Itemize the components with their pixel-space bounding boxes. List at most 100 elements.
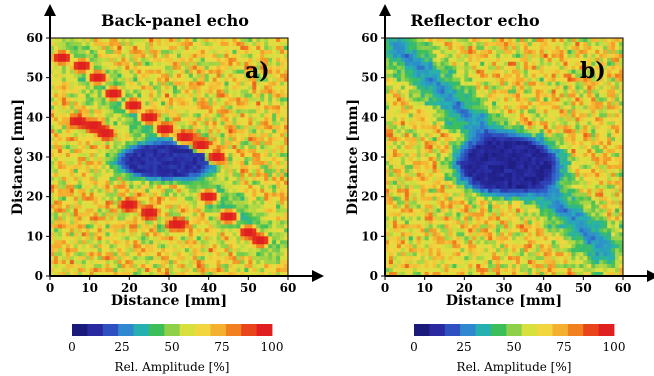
panel-a-heat-cell (224, 89, 229, 95)
panel-a-heat-cell (236, 176, 241, 182)
panel-a-heat-cell (169, 224, 174, 229)
panel-a-heat-cell (117, 196, 122, 202)
panel-a-heat-cell (240, 61, 245, 67)
panel-a-heat-cell (69, 149, 75, 154)
panel-a-heat-cell (252, 180, 257, 186)
panel-a-x-tick-label: 20 (121, 281, 138, 295)
panel-a-heat-cell (77, 264, 83, 269)
panel-a-heat-cell (129, 244, 134, 249)
panel-b-heat-cell (611, 77, 616, 83)
panel-a-heat-cell (149, 125, 154, 130)
panel-a-heat-cell (276, 176, 281, 182)
panel-b-heat-cell (539, 57, 545, 63)
panel-a-heat-cell (268, 256, 273, 261)
panel-a-heat-cell (244, 232, 249, 237)
panel-a-heat-cell (161, 236, 166, 241)
panel-a-heat-cell (93, 192, 99, 198)
panel-b-heat-cell (591, 117, 596, 122)
panel-a-heat-cell (125, 65, 130, 71)
panel-a-heat-cell (172, 164, 178, 170)
panel-a-heat-cell (252, 41, 257, 47)
panel-a-heat-cell (256, 141, 261, 146)
panel-a-heat-cell (77, 252, 83, 257)
panel-a-heat-cell (216, 61, 222, 67)
panel-a-heat-cell (77, 232, 83, 237)
panel-b-heat-cell (476, 85, 481, 91)
panel-a-heat-cell (133, 204, 138, 210)
panel-b-heat-cell (420, 45, 426, 51)
panel-a-heat-cell (280, 133, 285, 138)
panel-b-heat-cell (492, 117, 497, 122)
panel-a-heat-cell (69, 145, 75, 150)
panel-a-heat-cell (256, 220, 261, 225)
panel-a-heat-cell (248, 53, 253, 59)
panel-b-heat-cell (583, 77, 588, 83)
panel-b-heat-cell (583, 38, 588, 43)
panel-a-heat-cell (196, 45, 202, 51)
panel-a-heat-cell (176, 252, 182, 257)
panel-b-heat-cell (385, 73, 390, 79)
panel-b-heat-cell (547, 73, 553, 79)
panel-a-heat-cell (65, 65, 71, 71)
panel-a-heat-cell (228, 244, 233, 249)
panel-a-heat-cell (161, 160, 166, 166)
panel-a-heat-cell (105, 125, 110, 130)
panel-b-heat-cell (504, 49, 509, 55)
panel-b-heat-cell (607, 85, 612, 91)
panel-a-heat-cell (188, 204, 194, 210)
panel-a-heat-cell (50, 133, 55, 138)
panel-a-heat-cell (172, 244, 178, 249)
panel-a-heat-cell (161, 200, 166, 206)
panel-a-heat-cell (244, 216, 249, 221)
panel-a-heat-cell (284, 45, 289, 51)
panel-b-heat-cell (444, 69, 449, 75)
panel-a-heat-cell (137, 57, 142, 63)
panel-a-heat-cell (157, 176, 162, 182)
panel-a-heat-cell (149, 121, 154, 126)
panel-a-heat-cell (208, 260, 214, 265)
panel-a-heat-cell (268, 216, 273, 221)
panel-b-heat-cell (515, 81, 521, 87)
panel-a-heat-cell (276, 260, 281, 265)
panel-a-heat-cell (240, 41, 245, 47)
panel-a-heat-cell (216, 252, 222, 257)
panel-b-heat-cell (440, 69, 445, 75)
panel-a-heat-cell (196, 164, 202, 170)
panel-a-heat-cell (176, 248, 182, 253)
panel-a-heat-cell (284, 192, 289, 198)
panel-b-heat-cell (432, 49, 438, 55)
panel-a-heat-cell (65, 77, 71, 83)
panel-b-heat-cell (507, 45, 513, 51)
panel-b-heat-cell (388, 69, 394, 75)
panel-a-heat-cell (212, 69, 218, 75)
panel-a-heat-cell (145, 244, 150, 249)
panel-a-heat-cell (53, 93, 59, 98)
panel-b-heat-cell (416, 125, 422, 130)
panel-a-heat-cell (188, 176, 194, 182)
panel-a-heat-cell (61, 200, 67, 206)
panel-b-heat-cell (440, 61, 445, 67)
panel-a-heat-cell (149, 69, 154, 75)
panel-a-heat-cell (153, 224, 158, 229)
panel-a-heat-cell (53, 164, 59, 170)
panel-a-heat-cell (137, 228, 142, 233)
panel-a-heat-cell (248, 125, 253, 130)
panel-a-heat-cell (216, 224, 222, 229)
panel-a-heat-cell (248, 192, 253, 198)
panel-a-heat-cell (200, 260, 206, 265)
panel-a-heat-cell (57, 141, 63, 146)
panel-a-heat-cell (129, 45, 134, 51)
panel-b-heat-cell (563, 113, 568, 118)
panel-a-heat-cell (153, 89, 158, 95)
panel-a-heat-cell (89, 200, 95, 206)
panel-a-heat-cell (232, 168, 237, 174)
panel-a-heat-cell (129, 272, 134, 277)
panel-a-heat-cell (53, 133, 59, 138)
panel-a-heat-cell (220, 61, 226, 67)
panel-a-heat-cell (81, 121, 87, 126)
panel-a-heat-cell (276, 125, 281, 130)
panel-b-heat-cell (448, 77, 453, 83)
panel-b-heat-cell (388, 97, 394, 102)
panel-a-heat-cell (252, 145, 257, 150)
panel-a-heat-cell (89, 41, 95, 47)
